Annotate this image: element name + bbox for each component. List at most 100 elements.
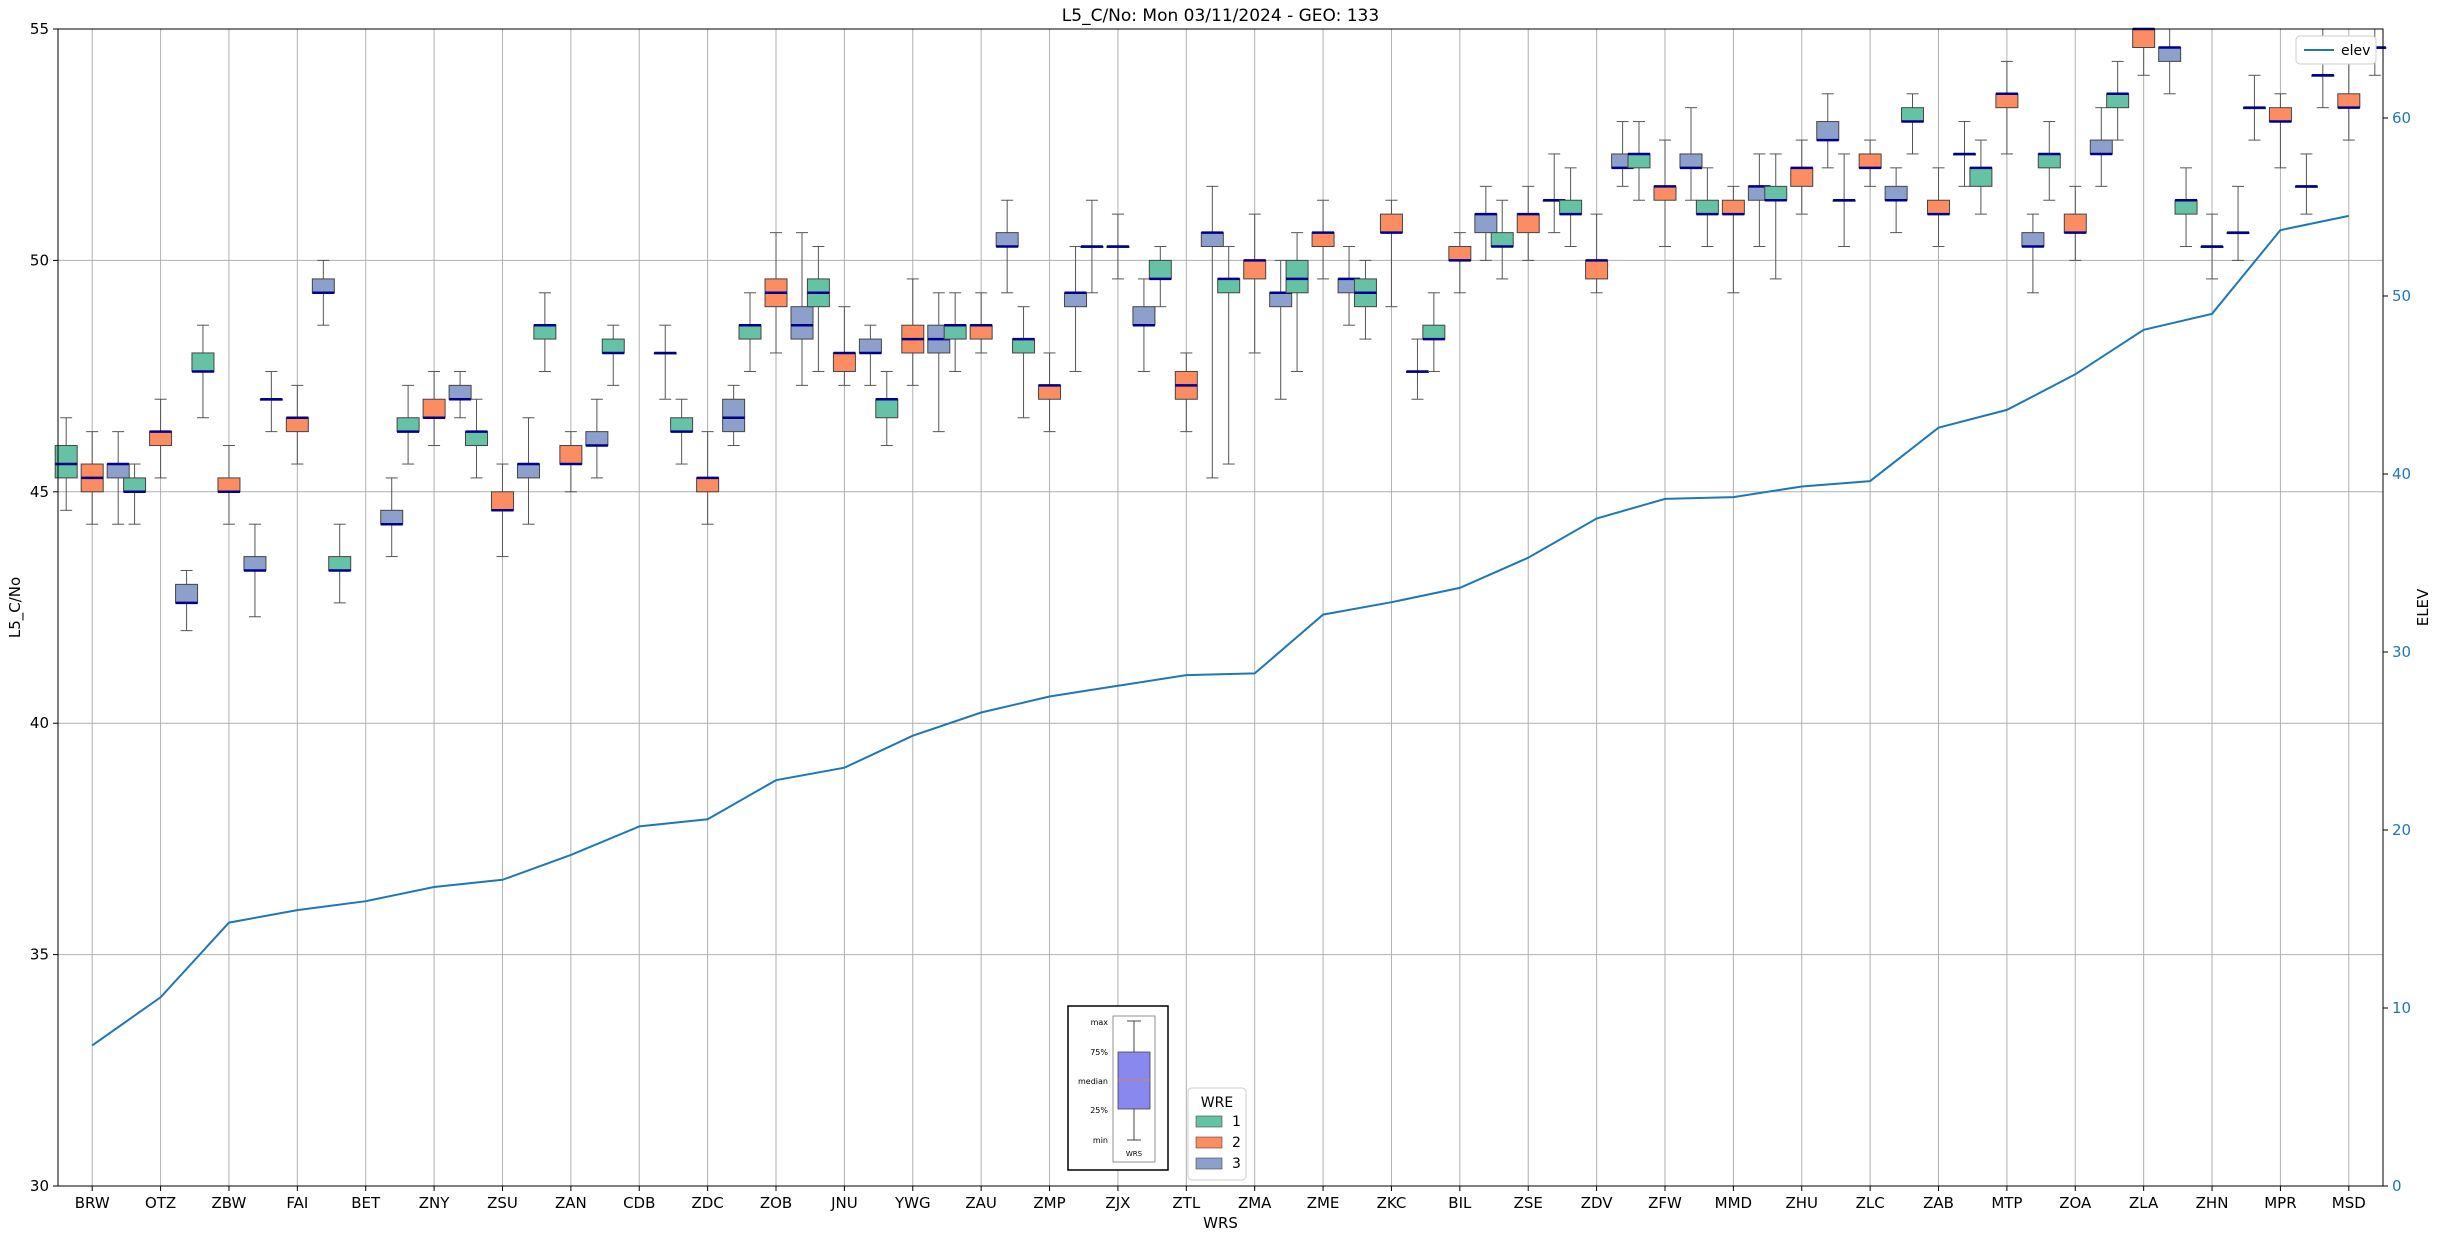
- box-zlc-wre3: [1884, 167, 1908, 234]
- box-zob-wre3: [790, 232, 814, 386]
- x-tick-label: YWG: [894, 1194, 931, 1212]
- box-iqr: [738, 324, 762, 340]
- x-tick-label: ZHU: [1785, 1194, 1818, 1212]
- box-iqr: [1627, 153, 1651, 169]
- box-iqr: [2132, 28, 2156, 49]
- wre-legend-frame: [1187, 1087, 1247, 1181]
- box-zhu-wre2: [1790, 139, 1814, 215]
- box-iqr: [1969, 167, 1993, 187]
- box-zau-wre2: [969, 292, 993, 354]
- elev-legend: elev: [2295, 35, 2377, 65]
- box-ztl-wre1: [1148, 246, 1172, 308]
- x-tick-label: ZAN: [555, 1194, 587, 1212]
- box-iqr: [396, 417, 420, 433]
- box-iqr: [1448, 246, 1472, 261]
- box-zla-wre1: [2106, 60, 2130, 141]
- box-iqr: [2037, 153, 2061, 169]
- wre-legend-swatch-3: [1195, 1157, 1223, 1170]
- box-iqr: [2106, 93, 2130, 109]
- box-iqr: [490, 491, 514, 511]
- box-zjx-wre2: [1106, 213, 1130, 280]
- box-iqr: [1816, 121, 1840, 141]
- x-tick-label: ZOB: [760, 1194, 792, 1212]
- box-iqr: [149, 431, 173, 447]
- key-label: min: [1093, 1136, 1108, 1145]
- box-zoa-wre2: [2063, 185, 2087, 261]
- box-zsu-wre3: [516, 417, 540, 525]
- box-plots: [54, 27, 2387, 632]
- box-mpr-wre2: [2268, 93, 2292, 169]
- box-iqr: [790, 306, 814, 340]
- box-iqr: [1311, 232, 1335, 248]
- x-tick-label: ZTL: [1172, 1194, 1200, 1212]
- box-zoa-wre1: [2037, 121, 2061, 201]
- box-zbw-wre1: [191, 324, 215, 419]
- box-iqr: [1064, 292, 1088, 308]
- box-zob-wre2: [764, 232, 788, 354]
- box-zhn-wre3: [2226, 185, 2250, 261]
- box-iqr: [1695, 199, 1719, 215]
- box-iqr: [1490, 232, 1514, 248]
- box-iqr: [875, 398, 899, 419]
- y-tick-label: 55: [30, 20, 49, 38]
- box-iqr: [1790, 167, 1814, 187]
- x-tick-label: MPR: [2264, 1194, 2296, 1212]
- box-zny-wre1: [396, 384, 420, 465]
- y2-tick-label: 10: [2392, 999, 2411, 1017]
- box-iqr: [106, 463, 130, 479]
- box-ztl-wre3: [1200, 185, 1224, 479]
- x-tick-label: ZHN: [2196, 1194, 2229, 1212]
- y2-axis-label: ELEV: [2414, 588, 2432, 626]
- wre-legend-swatch-2: [1195, 1136, 1223, 1149]
- key-xlabel: WRS: [1126, 1150, 1143, 1158]
- box-zse-wre2: [1516, 185, 1540, 261]
- wre-legend-swatch-1: [1195, 1115, 1223, 1128]
- x-tick-label: JNU: [830, 1194, 858, 1212]
- box-zdc-wre1: [670, 398, 694, 465]
- x-tick-label: ZLC: [1856, 1194, 1885, 1212]
- y2-tick-label: 0: [2392, 1177, 2402, 1195]
- box-zny-wre3: [448, 370, 472, 419]
- box-brw-wre3: [106, 431, 130, 525]
- y-tick-label: 30: [30, 1177, 49, 1195]
- box-zsu-wre2: [490, 463, 514, 558]
- y2-tick-label: 40: [2392, 465, 2411, 483]
- box-zsu-wre1: [464, 398, 488, 479]
- box-zoa-wre3: [2089, 107, 2113, 187]
- x-tick-label: ZME: [1307, 1194, 1340, 1212]
- box-iqr: [54, 445, 78, 479]
- x-tick-label: MMD: [1715, 1194, 1752, 1212]
- box-iqr: [123, 477, 147, 493]
- box-iqr: [585, 431, 609, 447]
- box-iqr: [191, 352, 215, 372]
- box-iqr: [2021, 232, 2045, 248]
- box-iqr: [670, 417, 694, 433]
- x-tick-label: OTZ: [145, 1194, 176, 1212]
- box-zob-wre1: [738, 292, 762, 372]
- box-zma-wre2: [1243, 213, 1267, 354]
- y2-tick-label: 30: [2392, 643, 2411, 661]
- box-jnu-wre1: [806, 246, 830, 372]
- box-zdv-wre2: [1585, 213, 1609, 294]
- x-tick-label: BIL: [1448, 1194, 1472, 1212]
- box-fai-wre1: [259, 370, 283, 433]
- box-iqr: [217, 477, 241, 493]
- box-zjx-wre1: [1080, 199, 1104, 294]
- box-iqr: [533, 324, 557, 340]
- box-iqr: [1679, 153, 1703, 169]
- box-mmd-wre1: [1695, 167, 1719, 248]
- box-iqr: [2337, 93, 2361, 109]
- box-iqr: [1379, 213, 1403, 234]
- box-iqr: [311, 278, 335, 294]
- box-zse-wre1: [1490, 199, 1514, 280]
- box-iqr: [1995, 93, 2019, 109]
- box-bil-wre3: [1474, 185, 1498, 261]
- box-zab-wre3: [1953, 121, 1977, 187]
- axes: BRW OTZ ZBW FAI BET ZNY ZSU ZAN CDB ZDC ZOB JNU YWG Z…: [30, 20, 2411, 1212]
- box-zfw-wre3: [1679, 107, 1703, 201]
- box-iqr: [328, 556, 352, 571]
- box-brw-wre1: [54, 417, 78, 511]
- wre-legend: WRE 1 2 3: [1187, 1087, 1247, 1181]
